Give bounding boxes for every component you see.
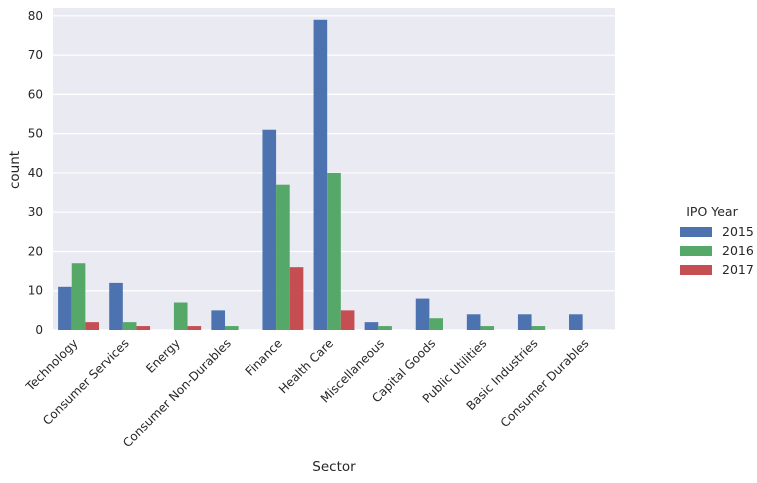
- x-tick-label: Consumer Services: [40, 336, 132, 428]
- x-axis-label: Sector: [312, 459, 356, 475]
- bar-2017-finance: [289, 267, 304, 330]
- y-tick-label: 60: [28, 87, 43, 101]
- y-tick-label: 20: [28, 244, 43, 258]
- y-tick-label: 30: [28, 205, 43, 219]
- bar-2015-public-utilities: [466, 314, 481, 330]
- bar-2015-miscellaneous: [364, 322, 379, 330]
- bar-2015-basic-industries: [517, 314, 532, 330]
- bar-2016-miscellaneous: [378, 326, 392, 330]
- bar-2016-public-utilities: [480, 326, 495, 330]
- bar-2017-technology: [85, 322, 99, 330]
- y-tick-label: 80: [28, 9, 43, 23]
- bar-2015-consumer-durables: [569, 314, 583, 330]
- bar-2015-capital-goods: [415, 298, 430, 330]
- bar-2015-finance: [262, 129, 277, 330]
- legend-swatch-2016: [680, 246, 712, 256]
- x-tick-label: Consumer Non-Durables: [120, 336, 234, 450]
- y-tick-label: 50: [28, 127, 43, 141]
- y-tick-label: 0: [35, 323, 43, 337]
- y-axis-label: count: [7, 151, 23, 189]
- y-tick-label: 10: [28, 284, 43, 298]
- bar-2016-consumer-non-durables: [225, 326, 239, 330]
- y-tick-label: 70: [28, 48, 43, 62]
- legend-label-2017: 2017: [722, 262, 754, 277]
- bar-2015-health-care: [313, 19, 328, 330]
- bar-2015-technology: [58, 286, 72, 330]
- legend-label-2015: 2015: [722, 224, 754, 239]
- bar-2015-consumer-non-durables: [211, 310, 226, 330]
- x-tick-label: Finance: [243, 336, 285, 378]
- bar-2016-capital-goods: [429, 318, 443, 330]
- bar-2016-energy: [173, 302, 188, 330]
- y-axis-ticks: 0 10 20 30 40 50 60 70 80: [28, 9, 43, 337]
- bar-2017-health-care: [340, 310, 355, 330]
- legend-swatch-2015: [680, 227, 712, 237]
- bars: [58, 19, 583, 330]
- bar-2015-consumer-services: [109, 282, 123, 330]
- bar-2016-technology: [71, 263, 86, 330]
- legend-label-2016: 2016: [722, 243, 754, 258]
- x-tick-label: Energy: [143, 336, 183, 376]
- x-tick-label: Consumer Durables: [498, 336, 592, 430]
- bar-2016-consumer-services: [122, 322, 137, 330]
- bar-2016-finance: [276, 184, 290, 330]
- legend-title: IPO Year: [686, 204, 738, 219]
- y-tick-label: 40: [28, 166, 43, 180]
- bar-2016-health-care: [327, 172, 341, 330]
- legend: IPO Year 2015 2016 2017: [680, 204, 754, 277]
- bar-2017-consumer-services: [136, 326, 151, 330]
- bar-2016-basic-industries: [531, 326, 546, 330]
- bar-2017-energy: [187, 326, 202, 330]
- legend-swatch-2017: [680, 265, 712, 275]
